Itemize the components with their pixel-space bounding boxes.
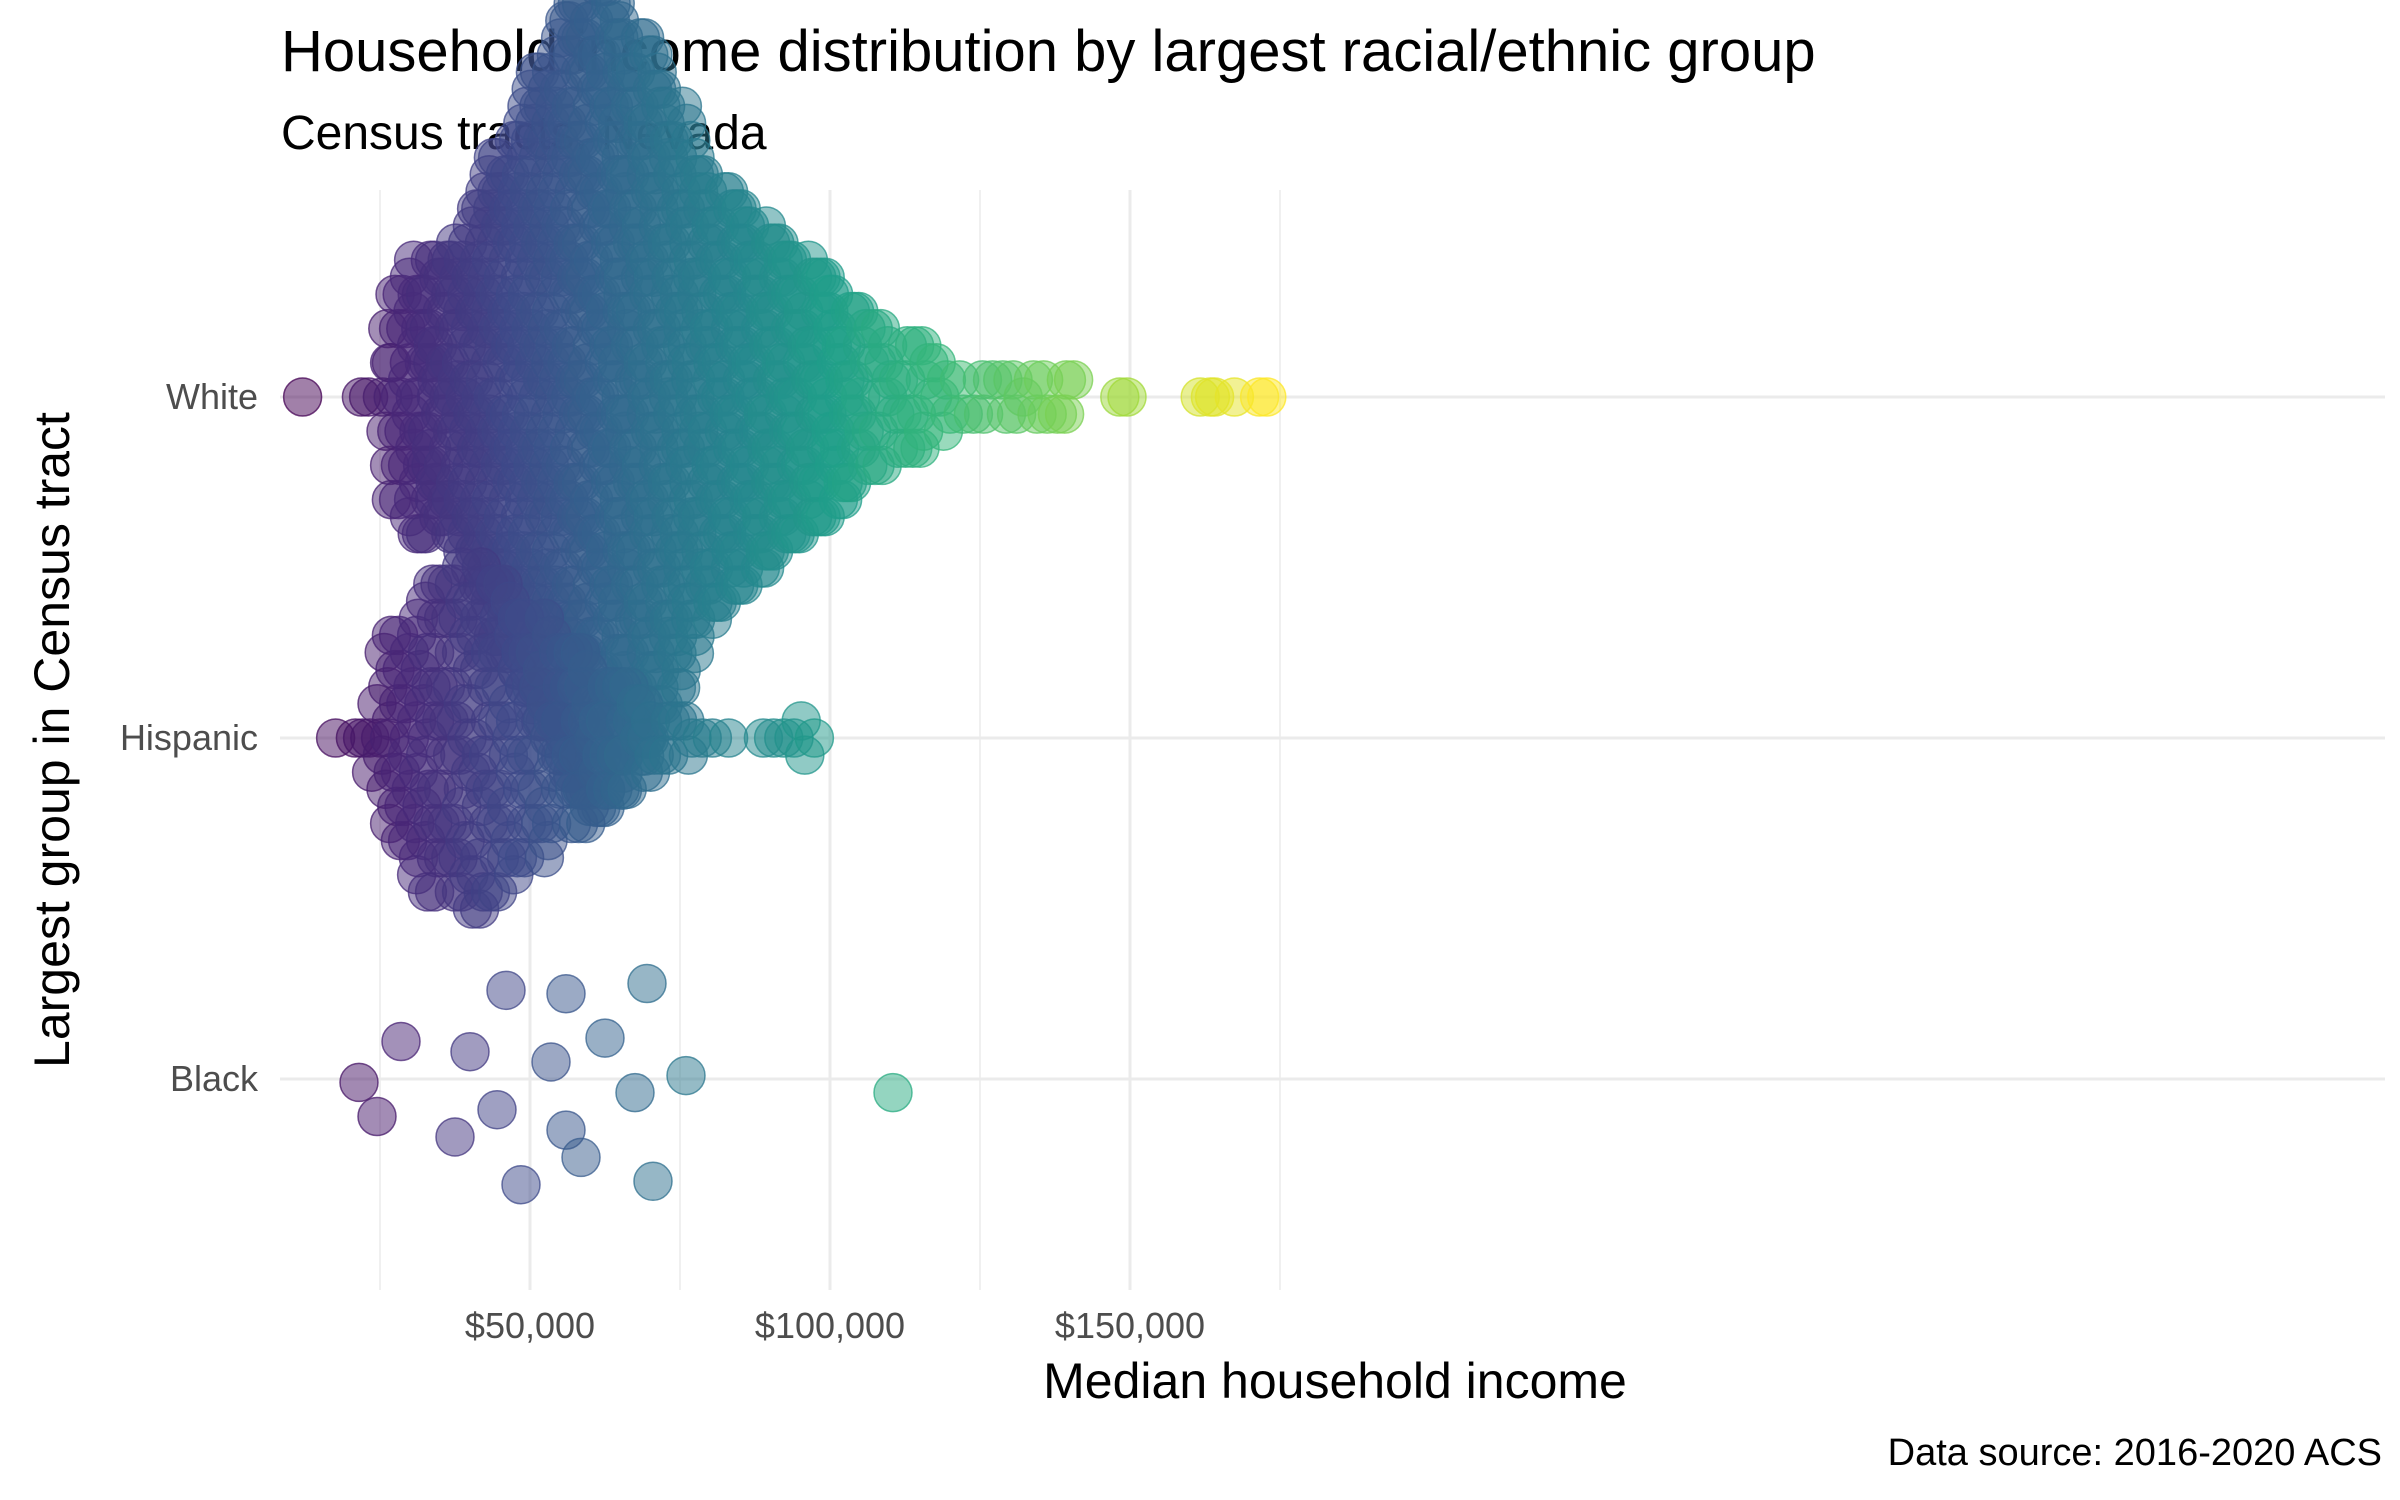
data-point — [561, 1137, 601, 1178]
data-point — [501, 1164, 541, 1205]
data-point — [339, 1062, 379, 1103]
data-point — [585, 1018, 625, 1058]
data-point — [615, 1072, 655, 1113]
data-point — [1107, 377, 1147, 417]
data-point — [1247, 377, 1287, 417]
x-axis-ticks: $50,000 $100,000 $150,000 — [465, 1305, 1205, 1346]
y-tick-label: Black — [170, 1058, 259, 1099]
data-point — [477, 1089, 517, 1130]
data-point — [794, 718, 835, 758]
data-point — [633, 1161, 673, 1202]
data-point — [381, 1021, 421, 1062]
data-point — [435, 1117, 475, 1157]
data-point — [1044, 394, 1085, 434]
data-point — [546, 974, 586, 1014]
y-tick-label: Hispanic — [120, 717, 258, 758]
chart-caption: Data source: 2016-2020 ACS — [1887, 1432, 2382, 1474]
x-tick-label: $100,000 — [755, 1305, 905, 1346]
data-point — [450, 1031, 490, 1072]
data-point — [282, 377, 323, 417]
data-point — [666, 1055, 706, 1096]
data-points — [282, 0, 1287, 1205]
data-point — [1053, 360, 1094, 400]
data-point — [708, 718, 749, 758]
x-tick-label: $150,000 — [1055, 1305, 1205, 1346]
data-point — [873, 1072, 913, 1113]
data-point — [531, 1042, 571, 1082]
y-tick-label: White — [166, 376, 258, 417]
y-axis-ticks: Black Hispanic White — [120, 376, 259, 1099]
data-point — [486, 970, 526, 1011]
data-point — [627, 963, 667, 1004]
x-axis-label: Median household income — [1043, 1353, 1627, 1409]
data-point — [357, 1096, 397, 1137]
y-axis-label: Largest group in Census tract — [24, 412, 80, 1068]
x-tick-label: $50,000 — [465, 1305, 595, 1346]
